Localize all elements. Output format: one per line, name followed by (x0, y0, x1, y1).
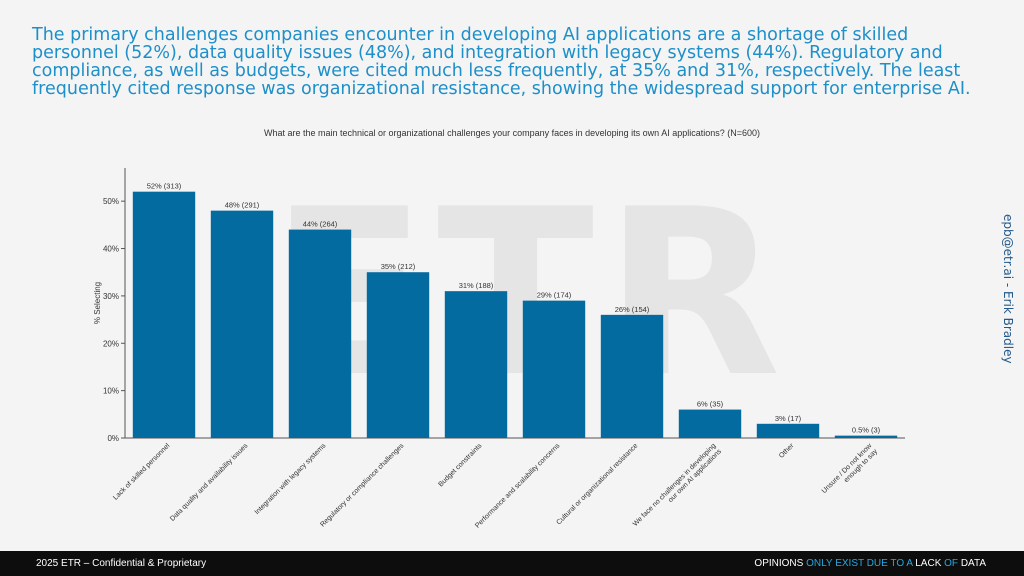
category-label: We face no challenges in developingour o… (632, 442, 723, 533)
y-tick-label: 50% (103, 197, 119, 206)
tagline-segment: OPINIONS (754, 558, 807, 569)
bar-10 (834, 435, 898, 438)
category-label: Regulatory or compliance challenges (319, 442, 405, 528)
data-label: 52% (313) (147, 182, 182, 191)
bar-1 (132, 191, 196, 438)
y-tick-label: 20% (103, 339, 119, 348)
data-label: 6% (35) (697, 400, 724, 409)
tagline-segment: DATA (960, 558, 986, 569)
data-label: 26% (154) (615, 305, 650, 314)
bar-8 (678, 409, 742, 438)
data-label: 0.5% (3) (852, 426, 881, 435)
data-label: 48% (291) (225, 201, 260, 210)
data-label: 44% (264) (303, 220, 338, 229)
bar-9 (756, 423, 820, 438)
bar-2 (210, 210, 274, 438)
tagline-segment: OF (944, 558, 961, 569)
y-tick-label: 0% (107, 434, 119, 443)
side-credit: epb@etr.ai - Erik Bradley (1001, 214, 1015, 364)
data-label: 29% (174) (537, 291, 572, 300)
bar-chart: 0% 10% 20% 30% 40% 50% % Selecting 52% (313) Lac… (93, 168, 905, 533)
category-label: Budget constraints (437, 442, 483, 488)
bar-5 (444, 291, 508, 438)
y-tick-label: 30% (103, 292, 119, 301)
category-label: Data quality and availability issues (169, 442, 250, 523)
tagline-segment: LACK (915, 558, 945, 569)
category-label: Cultural or organizational resistance (556, 442, 640, 526)
footer-bar: 2025 ETR – Confidential & Proprietary OP… (0, 551, 1024, 576)
category-label: Performance and scalability concerns (474, 442, 562, 530)
bar-4 (366, 272, 430, 438)
footer-copyright: 2025 ETR – Confidential & Proprietary (36, 558, 207, 569)
category-label: Unsure / Do not knowenough to say (821, 442, 880, 501)
chart-title: What are the main technical or organizat… (263, 128, 761, 138)
y-axis-label: % Selecting (93, 282, 102, 324)
footer-tagline: OPINIONS ONLY EXIST DUE TO A LACK OF DAT… (754, 558, 986, 569)
bar-3 (288, 229, 352, 438)
tagline-segment: ONLY EXIST DUE TO A (806, 558, 916, 569)
y-tick-label: 10% (103, 387, 119, 396)
y-tick-label: 40% (103, 245, 119, 254)
category-label: Integration with legacy systems (254, 442, 328, 516)
category-label: Lack of skilled personnel (112, 442, 171, 501)
category-label: Other (778, 442, 796, 460)
data-label: 35% (212) (381, 262, 416, 271)
headline: The primary challenges companies encount… (32, 25, 971, 99)
bar-6 (522, 300, 586, 438)
data-label: 3% (17) (775, 414, 802, 423)
data-label: 31% (188) (459, 281, 494, 290)
bar-7 (600, 314, 664, 438)
